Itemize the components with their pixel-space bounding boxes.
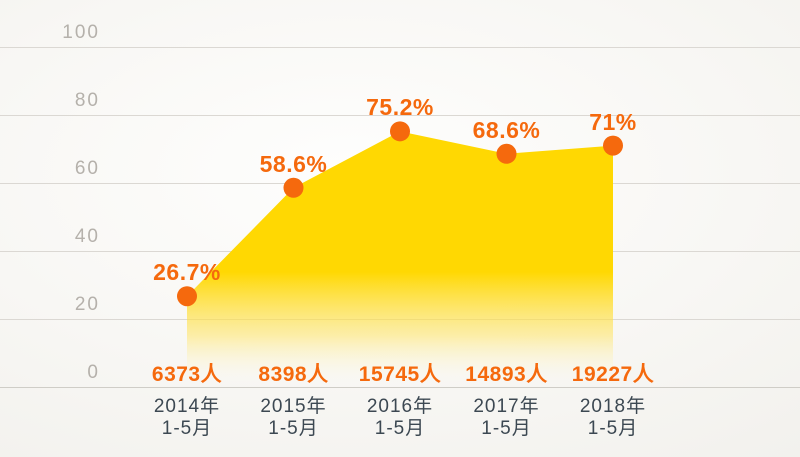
x-tick-label-2014年: 2014年 1-5月 <box>112 396 262 440</box>
count-label-2015年: 8398人 <box>258 363 329 386</box>
data-point-dot-2014年 <box>177 286 197 307</box>
x-tick-line1: 2014年 <box>153 396 221 417</box>
gridline-100 <box>0 46 800 48</box>
y-tick-label-60: 60 <box>74 158 100 179</box>
percent-label-2014年: 26.7% <box>153 259 221 286</box>
x-tick-line2: 1-5月 <box>161 418 213 439</box>
count-label-2017年: 14893人 <box>465 363 548 386</box>
x-tick-line2: 1-5月 <box>481 418 532 439</box>
x-tick-label-2015年: 2015年 1-5月 <box>219 396 369 440</box>
x-tick-label-2017年: 2017年 1-5月 <box>432 396 582 440</box>
x-tick-line1: 2017年 <box>473 396 540 417</box>
y-tick-label-0: 0 <box>87 362 100 383</box>
data-point-dot-2015年 <box>283 177 304 198</box>
data-point-dot-2017年 <box>496 143 517 164</box>
y-tick-label-80: 80 <box>74 90 100 111</box>
x-tick-label-2018年: 2018年 1-5月 <box>538 396 688 440</box>
x-tick-line1: 2016年 <box>366 396 434 417</box>
percent-label-2016年: 75.2% <box>366 94 434 121</box>
percent-label-2018年: 71% <box>589 108 637 135</box>
gridline-80 <box>0 114 800 116</box>
x-tick-label-2016年: 2016年 1-5月 <box>325 396 475 440</box>
count-label-2014年: 6373人 <box>151 363 223 386</box>
data-point-dot-2016年 <box>390 121 410 142</box>
percent-label-2017年: 68.6% <box>472 116 541 143</box>
count-label-2018年: 19227人 <box>571 363 655 386</box>
x-tick-line2: 1-5月 <box>374 418 426 439</box>
x-tick-line1: 2015年 <box>260 396 327 417</box>
x-tick-line1: 2018年 <box>579 396 647 417</box>
percent-label-2015年: 58.6% <box>259 150 328 177</box>
y-tick-label-100: 100 <box>62 22 100 43</box>
y-tick-label-40: 40 <box>74 226 100 247</box>
data-point-dot-2018年 <box>603 135 623 156</box>
count-label-2016年: 15745人 <box>358 363 442 386</box>
y-tick-label-20: 20 <box>74 294 100 315</box>
x-tick-line2: 1-5月 <box>587 418 639 439</box>
x-tick-line2: 1-5月 <box>268 418 319 439</box>
